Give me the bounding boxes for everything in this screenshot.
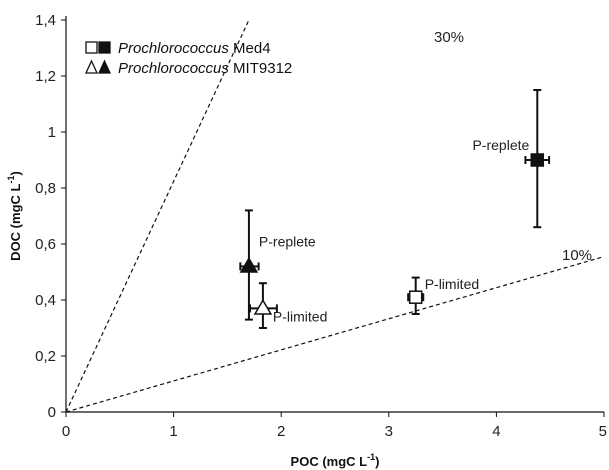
triangle-marker-open bbox=[253, 298, 273, 315]
y-tick-label: 0 bbox=[48, 404, 56, 421]
x-tick-label: 4 bbox=[492, 423, 500, 440]
legend-label-genus: Prochlorococcus bbox=[118, 60, 229, 77]
legend-triangle-open-icon bbox=[84, 59, 99, 74]
triangle-marker-filled bbox=[239, 256, 259, 273]
y-tick-label: 1,2 bbox=[35, 68, 56, 85]
legend-square-open-icon bbox=[85, 41, 98, 54]
y-tick-label: 0,4 bbox=[35, 292, 56, 309]
y-tick-label: 0,8 bbox=[35, 180, 56, 197]
y-axis-title: DOC (mgC L-1) bbox=[6, 171, 23, 261]
reference-line-30pct bbox=[66, 20, 250, 412]
legend-label: Prochlorococcus MIT9312 bbox=[118, 60, 292, 77]
x-axis-title: POC (mgC L-1) bbox=[291, 452, 380, 469]
reference-line-10pct bbox=[66, 256, 604, 412]
y-tick-label: 0,2 bbox=[35, 348, 56, 365]
axes bbox=[65, 16, 604, 413]
reference-line-label: 10% bbox=[562, 247, 592, 264]
legend-label-genus: Prochlorococcus bbox=[118, 40, 229, 57]
legend-square-filled-icon bbox=[98, 41, 111, 54]
reference-lines bbox=[66, 20, 604, 412]
square-marker-filled bbox=[530, 153, 545, 167]
x-tick-label: 0 bbox=[62, 423, 70, 440]
square-marker-open bbox=[408, 290, 423, 304]
point-annotation-label: P-limited bbox=[425, 276, 479, 292]
legend-label-strain: Med4 bbox=[229, 40, 271, 57]
legend-label: Prochlorococcus Med4 bbox=[118, 40, 271, 57]
point-annotation-label: P-limited bbox=[273, 308, 327, 324]
y-axis-title-main: DOC (mgC L bbox=[8, 183, 23, 260]
x-tick-label: 2 bbox=[277, 423, 285, 440]
x-axis-ticks: 0 1 2 3 4 5 bbox=[62, 412, 607, 440]
y-axis-ticks: 0 0,2 0,4 0,6 0,8 1 1,2 1,4 bbox=[35, 12, 66, 421]
legend-entry: Prochlorococcus Med4 bbox=[85, 40, 271, 57]
x-axis-title-close: ) bbox=[375, 454, 379, 469]
y-tick-label: 1,4 bbox=[35, 12, 56, 29]
data-points bbox=[239, 89, 551, 329]
x-tick-label: 3 bbox=[385, 423, 393, 440]
reference-line-labels: 30% 10% bbox=[434, 29, 592, 264]
x-tick-label: 1 bbox=[169, 423, 177, 440]
legend-triangle-filled-icon bbox=[97, 59, 112, 74]
y-tick-label: 1 bbox=[48, 124, 56, 141]
data-point-mit9312-p-replete bbox=[239, 209, 260, 321]
y-axis-title-close: ) bbox=[8, 171, 23, 175]
point-annotations: P-replete P-limited P-replete P-limited bbox=[259, 137, 530, 324]
point-annotation-label: P-replete bbox=[472, 137, 529, 153]
data-point-med4-p-replete bbox=[524, 89, 551, 229]
data-point-mit9312-p-limited bbox=[248, 282, 278, 329]
y-tick-label: 0,6 bbox=[35, 236, 56, 253]
legend-label-strain: MIT9312 bbox=[229, 60, 292, 77]
x-axis-title-main: POC (mgC L bbox=[291, 454, 368, 469]
data-point-med4-p-limited bbox=[407, 276, 425, 315]
legend-entry: Prochlorococcus MIT9312 bbox=[84, 59, 292, 77]
reference-line-label: 30% bbox=[434, 29, 464, 46]
x-axis-title-superscript: -1 bbox=[367, 452, 375, 462]
y-axis-title-superscript: -1 bbox=[6, 176, 16, 184]
x-tick-label: 5 bbox=[599, 423, 607, 440]
point-annotation-label: P-replete bbox=[259, 233, 316, 249]
